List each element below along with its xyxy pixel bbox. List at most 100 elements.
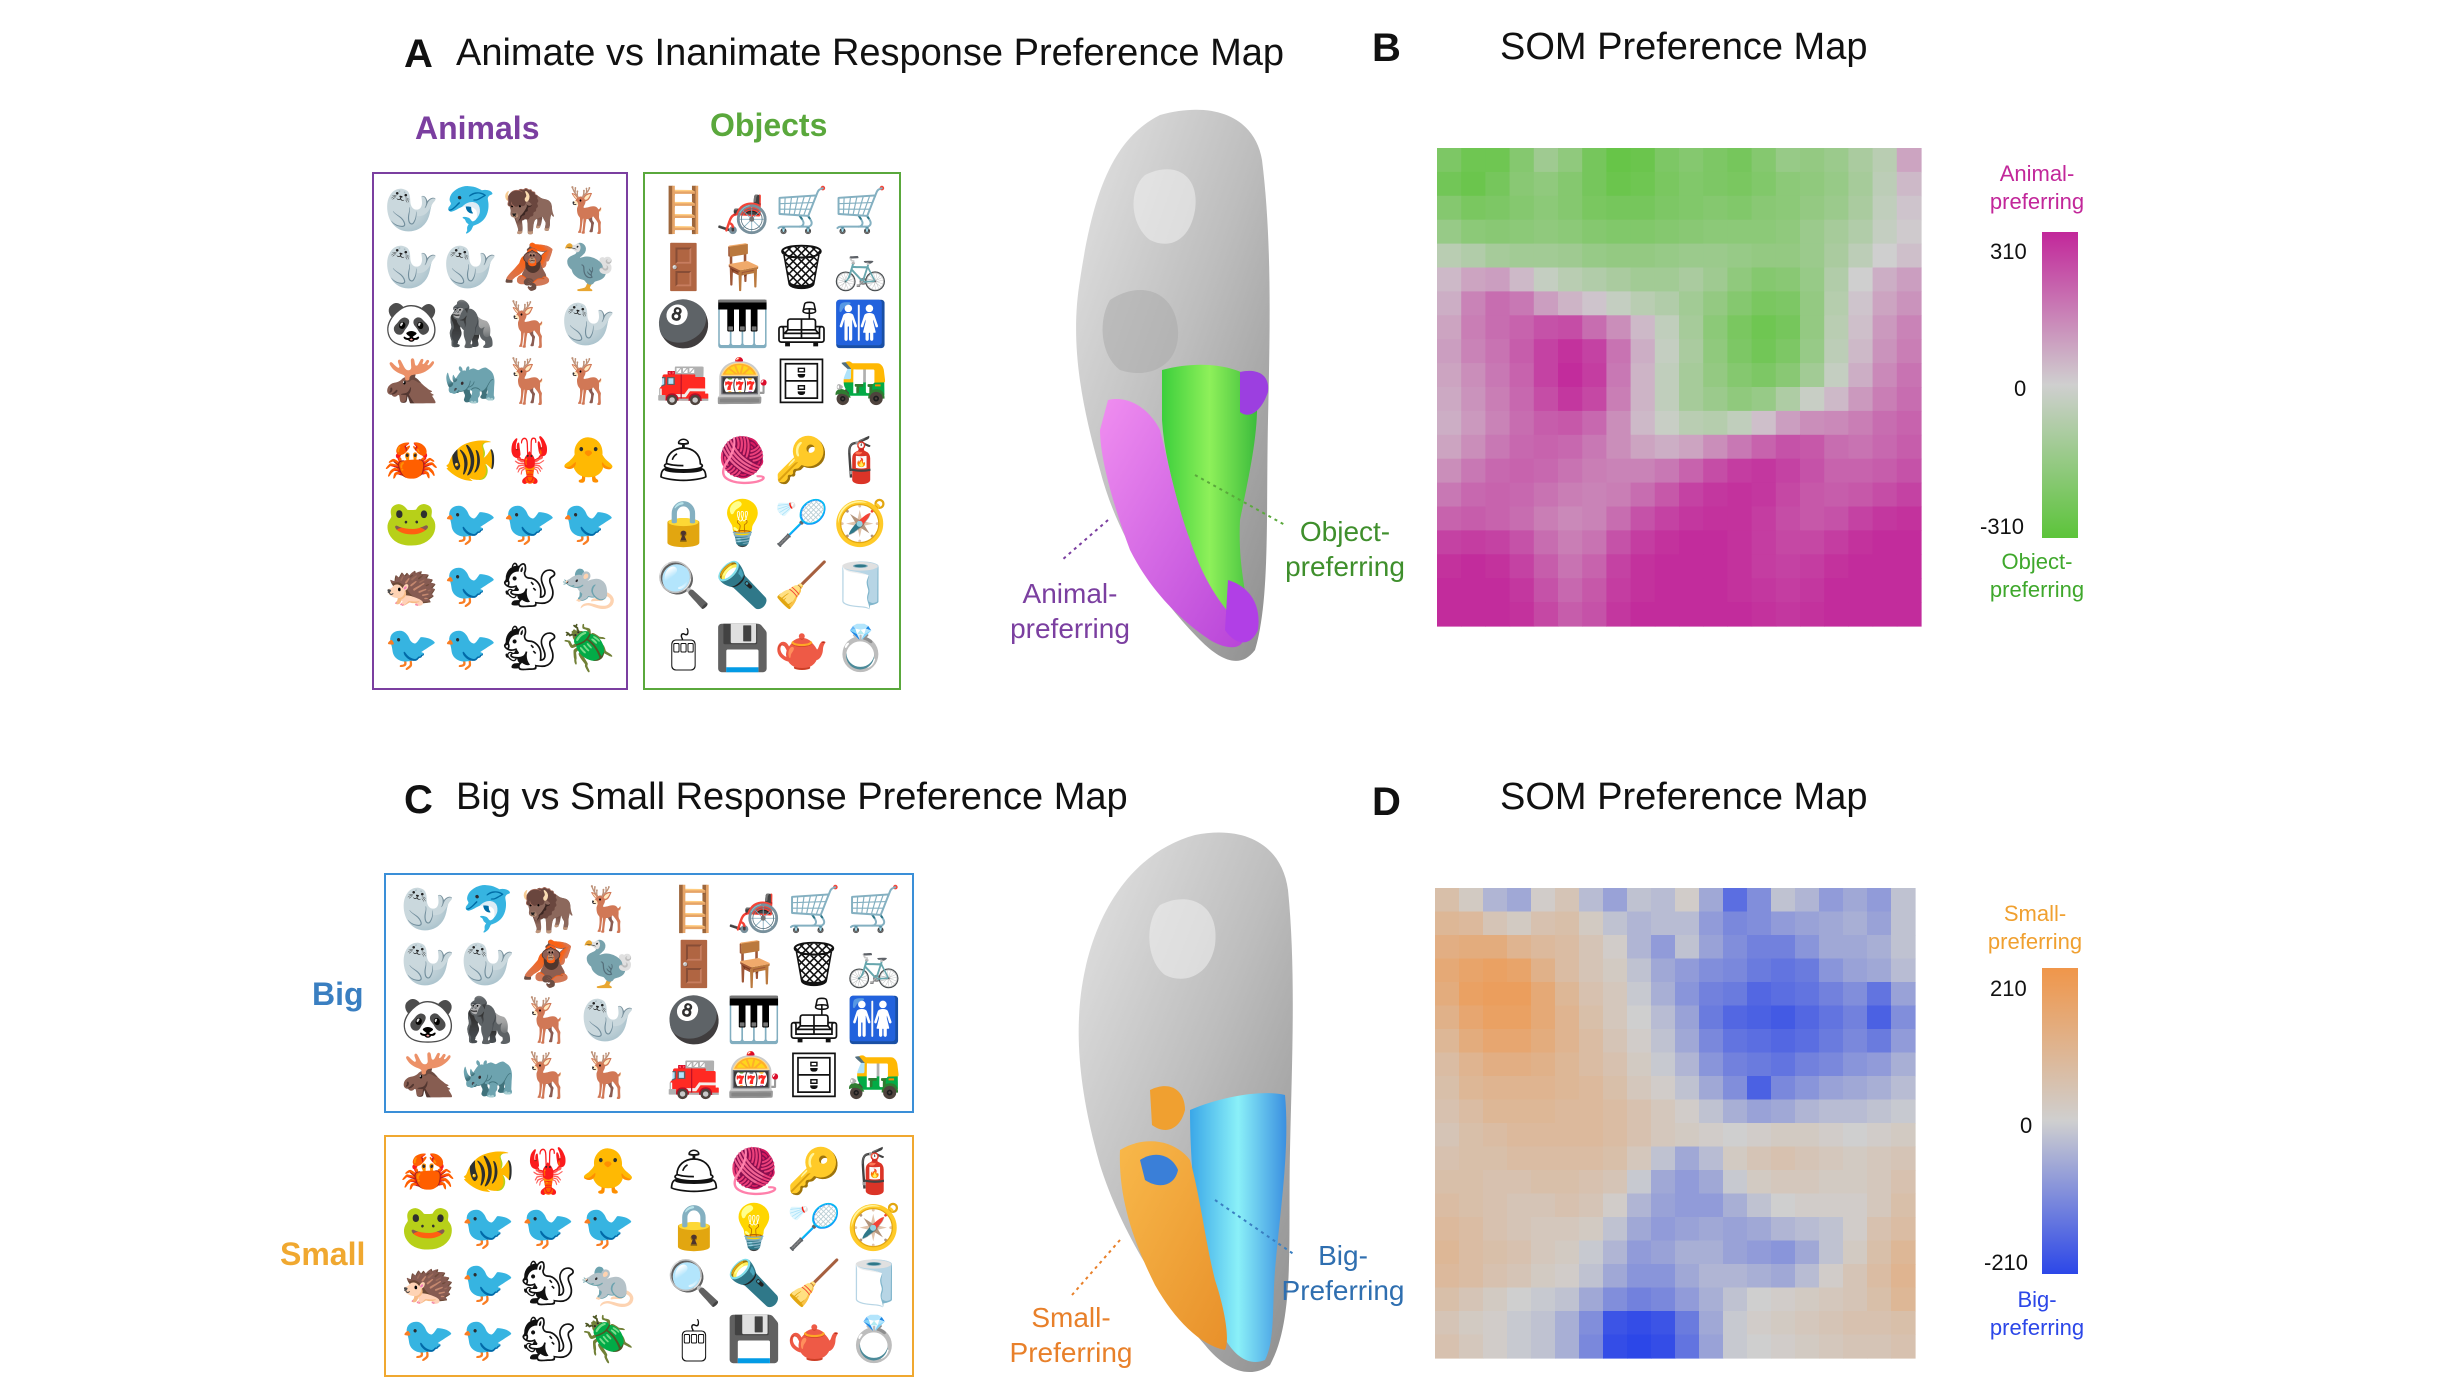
som-b-heatmap-cell [1679, 339, 1704, 364]
som-d-heatmap-cell [1579, 888, 1604, 913]
som-b-heatmap-cell [1896, 219, 1922, 245]
som-d-heatmap-cell [1891, 1005, 1916, 1030]
som-d-heatmap-cell [1867, 1264, 1892, 1289]
som-d-heatmap-cell [1507, 1076, 1532, 1101]
som-b-heatmap-cell [1485, 195, 1511, 221]
som-d-heatmap-cell [1579, 1123, 1604, 1148]
som-d-heatmap-cell [1531, 1217, 1556, 1242]
som-d-heatmap-cell [1483, 1240, 1508, 1265]
som-b-heatmap-cell [1800, 291, 1825, 316]
som-b-heatmap-cell [1437, 578, 1462, 603]
som-b-heatmap-cell [1703, 482, 1728, 508]
som-d-heatmap-cell [1555, 1146, 1580, 1171]
som-d-heatmap-cell [1723, 1311, 1748, 1336]
som-d-heatmap-cell [1771, 1170, 1796, 1195]
som-b-heatmap-cell [1606, 219, 1632, 245]
som-b-heatmap-cell [1703, 339, 1728, 364]
animal-item-icon: 🐿 [501, 622, 558, 674]
small-animal-item-icon: 🪲 [580, 1314, 636, 1365]
som-b-heatmap-cell [1558, 243, 1583, 269]
som-b-heatmap-cell [1582, 387, 1607, 412]
som-b-heatmap-cell [1848, 171, 1874, 197]
som-d-heatmap-cell [1771, 1217, 1796, 1242]
som-d-heatmap-cell [1435, 1264, 1460, 1289]
big-object-item-icon: 🪑 [726, 939, 782, 991]
som-b-heatmap-cell [1437, 458, 1462, 484]
small-animal-item-icon: 🐦 [460, 1314, 516, 1365]
big-animal-item-icon: 🦌 [580, 883, 636, 935]
object-item-icon: 🧹 [774, 560, 829, 612]
som-d-heatmap-cell [1603, 1170, 1628, 1195]
som-b-heatmap-cell [1654, 554, 1680, 579]
som-d-heatmap-cell [1723, 1264, 1748, 1289]
som-d-heatmap-cell [1459, 1170, 1484, 1195]
big-animal-item-icon: 🦭 [460, 939, 516, 991]
som-b-heatmap-cell [1606, 243, 1632, 269]
som-b-heatmap-cell [1872, 410, 1898, 436]
som-b-heatmap-cell [1485, 554, 1511, 579]
small-object-item-icon: 🏸 [786, 1202, 842, 1253]
som-b-heatmap-cell [1606, 171, 1632, 197]
som-d-heatmap-cell [1435, 1311, 1460, 1336]
som-b-heatmap-cell [1848, 602, 1874, 627]
animal-item-icon: 🐀 [561, 560, 616, 612]
som-d-heatmap-cell [1579, 1217, 1604, 1242]
som-d-heatmap-cell [1891, 1240, 1916, 1265]
small-animals-grid: 🦀 🐠 🦞 🐥 🐸 🐦 🐦 🐦 🦔 🐦 🐿 🐀 🐦 🐦 🐿 🪲 [398, 1144, 638, 1368]
som-d-heatmap-cell [1531, 1240, 1556, 1265]
som-d-heatmap-cell [1819, 1146, 1844, 1171]
som-b-heatmap-cell [1679, 171, 1704, 197]
som-d-heatmap-cell [1435, 1334, 1460, 1359]
som-d-heatmap-cell [1459, 982, 1484, 1007]
object-item-icon: 🔦 [715, 560, 770, 612]
som-b-heatmap-cell [1533, 506, 1559, 531]
object-item-icon: 🪑 [715, 241, 770, 293]
som-b-heatmap-cell [1751, 482, 1777, 508]
som-d-heatmap-cell [1507, 1217, 1532, 1242]
som-b-heatmap-cell [1800, 506, 1825, 531]
som-b-heatmap-cell [1533, 171, 1559, 197]
som-b-heatmap-cell [1727, 506, 1753, 531]
som-d-heatmap-cell [1819, 958, 1844, 983]
som-b-heatmap-cell [1437, 339, 1462, 364]
som-d-heatmap-cell [1891, 1264, 1916, 1289]
som-d-heatmap-cell [1627, 1005, 1652, 1030]
som-d-heatmap-cell [1747, 1170, 1772, 1195]
som-d-heatmap-cell [1579, 1146, 1604, 1171]
som-b-heatmap-cell [1509, 219, 1535, 245]
som-d-heatmap-cell [1723, 1029, 1748, 1054]
som-b-heatmap-cell [1824, 482, 1849, 508]
small-object-item-icon: 💡 [726, 1202, 782, 1253]
som-d-heatmap-cell [1747, 1029, 1772, 1054]
som-d-heatmap-cell [1675, 1217, 1700, 1242]
som-d-heatmap-cell [1603, 1146, 1628, 1171]
som-b-heatmap-cell [1437, 219, 1462, 245]
som-b-heatmap-cell [1872, 219, 1898, 245]
som-b-heatmap-cell [1824, 410, 1849, 436]
som-b-heatmap-cell [1775, 554, 1801, 579]
som-b-heatmap-cell [1509, 243, 1535, 269]
som-d-heatmap-cell [1507, 1264, 1532, 1289]
som-d-heatmap-cell [1747, 1287, 1772, 1312]
som-d-heatmap-cell [1531, 1311, 1556, 1336]
colorbar-b-top-line1: Animal- [1999, 161, 2075, 186]
som-b-heatmap-cell [1582, 243, 1607, 269]
object-item-icon: 🚪 [656, 241, 711, 293]
som-b-heatmap-cell [1824, 363, 1849, 388]
som-d-heatmap-cell [1723, 1287, 1748, 1312]
big-animal-item-icon: 🦌 [580, 1050, 636, 1102]
som-d-heatmap-cell [1843, 1264, 1868, 1289]
animal-item-icon: 🐸 [384, 497, 439, 549]
som-b-heatmap-cell [1824, 339, 1849, 364]
som-b-heatmap-cell [1775, 148, 1801, 173]
som-d-heatmap-cell [1843, 1076, 1868, 1101]
som-d-heatmap-cell [1507, 1099, 1532, 1124]
som-d-heatmap-cell [1627, 888, 1652, 913]
som-b-heatmap-cell [1727, 554, 1753, 579]
small-animal-item-icon: 🐦 [520, 1202, 576, 1253]
som-b-heatmap-cell [1727, 363, 1753, 388]
som-d-heatmap-cell [1795, 958, 1820, 983]
som-b-heatmap-cell [1896, 602, 1922, 627]
som-d-heatmap-cell [1627, 1264, 1652, 1289]
object-item-icon: 🧻 [833, 560, 888, 612]
